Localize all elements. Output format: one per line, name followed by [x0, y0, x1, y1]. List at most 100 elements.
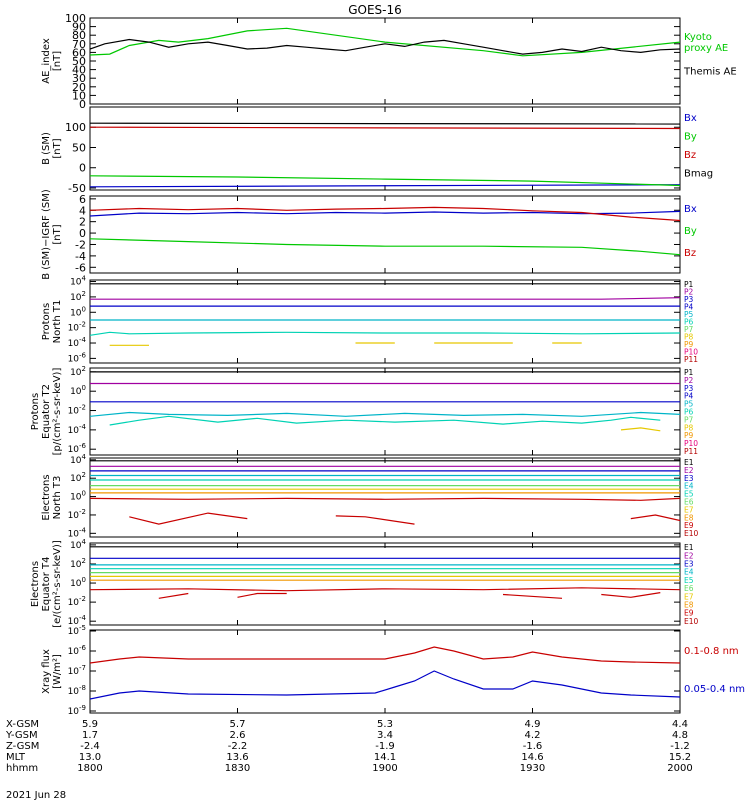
y-axis-label: Electrons [41, 474, 52, 520]
y-tick-exponent: 2 [82, 290, 86, 298]
ephemeris-value: 4.2 [525, 730, 541, 741]
ephemeris-value: -2.4 [80, 741, 100, 752]
y-tick-exponent: -5 [79, 624, 86, 632]
y-tick-base: 10 [68, 647, 80, 657]
y-tick-exponent: -9 [79, 704, 86, 712]
legend-e3: E3 [684, 560, 694, 569]
ephemeris-value: 14.6 [521, 752, 543, 763]
y-tick-exponent: 2 [82, 471, 86, 479]
series-group [90, 122, 680, 188]
y-tick-exponent: -4 [79, 614, 87, 622]
legend-p5: P5 [684, 310, 694, 319]
legend-e7: E7 [684, 505, 694, 514]
y-tick-label: 20 [72, 81, 86, 94]
y-axis-label: AE_index [41, 38, 52, 84]
series-line-0-1-0-8-nm [90, 646, 680, 664]
y-axis-label: Xray flux [41, 649, 52, 694]
legend-bz: Bz [684, 248, 696, 259]
y-tick-exponent: 4 [82, 275, 87, 283]
y-tick-label: 0 [79, 162, 86, 175]
y-axis-label: [nT] [52, 224, 63, 244]
ephemeris-value: 1.7 [82, 730, 98, 741]
legend-p7: P7 [684, 415, 694, 424]
y-tick-label: 10-6 [68, 644, 87, 657]
y-tick-exponent: -6 [79, 644, 87, 652]
ephemeris-value: 1900 [372, 763, 397, 774]
x-axis-ephemeris: X-GSM 5.9 5.7 5.3 4.9 4.4 Y-GSM 1.7 2.6 3.4 4.2 4.8… [5, 719, 693, 774]
y-tick-label: 40 [72, 64, 86, 77]
series-group [90, 371, 680, 432]
series-line-e10c [630, 514, 680, 522]
y-tick-label: 100 [70, 490, 86, 503]
y-tick-label: 80 [72, 29, 86, 42]
y-tick-label: 6 [79, 193, 86, 206]
y-tick-base: 10 [68, 529, 80, 539]
series-group [90, 206, 680, 256]
legend-p10: P10 [684, 439, 698, 448]
y-tick-label: 10-6 [68, 442, 87, 455]
legend-bx: Bx [684, 113, 697, 124]
y-tick-label: 10-6 [68, 351, 87, 364]
y-tick-label: 10-7 [68, 664, 86, 677]
y-tick-label: 102 [70, 557, 86, 570]
legend-0-05-0-4-nm: 0.05-0.4 nm [684, 684, 745, 695]
series-line-bz [90, 206, 680, 222]
y-axis-label: [W/m²] [52, 654, 63, 689]
y-tick-base: 10 [68, 707, 80, 717]
legend-p3: P3 [684, 295, 694, 304]
y-tick-base: 10 [70, 308, 82, 318]
y-tick-label: 50 [72, 55, 86, 68]
y-tick-base: 10 [70, 456, 82, 466]
series-group [90, 27, 680, 57]
y-tick-base: 10 [70, 387, 82, 397]
ephemeris-value: 1930 [520, 763, 545, 774]
series-group [90, 283, 680, 346]
y-tick-exponent: -6 [79, 351, 87, 359]
series-line-themis-ae [90, 38, 680, 55]
legend-p8: P8 [684, 333, 694, 342]
y-tick-label: 0 [79, 98, 86, 111]
y-tick-label: 100 [65, 121, 86, 134]
series-line-0-05-0-4-nm [90, 670, 680, 700]
y-tick-base: 10 [68, 627, 80, 637]
series-line-e10a [158, 592, 189, 599]
y-tick-label: 60 [72, 46, 86, 59]
legend-e7: E7 [684, 592, 694, 601]
ephemeris-row-label: MLT [6, 752, 26, 763]
legend-p4: P4 [684, 392, 694, 401]
y-axis-label: [nT] [52, 51, 63, 71]
y-tick-base: 10 [70, 560, 82, 570]
legend-0-1-0-8-nm: 0.1-0.8 nm [684, 646, 739, 657]
y-tick-label: -50 [68, 182, 86, 195]
ephemeris-value: 13.6 [226, 752, 248, 763]
ephemeris-value: 5.9 [82, 719, 98, 730]
series-line-e10b [237, 592, 287, 598]
legend-e9: E9 [684, 521, 694, 530]
y-tick-exponent: 0 [82, 384, 86, 392]
y-tick-exponent: 4 [82, 538, 87, 546]
y-tick-base: 10 [68, 687, 80, 697]
legend-p2: P2 [684, 287, 694, 296]
series-line-e8 [90, 587, 680, 592]
y-axis-label: Protons [30, 393, 41, 430]
y-tick-label: 10-4 [68, 423, 87, 436]
y-tick-label: 10-2 [68, 404, 86, 417]
legend-e2: E2 [684, 551, 694, 560]
legend-p1: P1 [684, 280, 694, 289]
panel-frame [89, 457, 681, 538]
legend-e8: E8 [684, 601, 694, 610]
panel-b_sm: -50 0 50 100 B (SM) [nT] Bx By Bz Bmag [41, 106, 713, 195]
y-tick-exponent: -7 [79, 664, 86, 672]
y-tick-exponent: -4 [79, 336, 87, 344]
y-axis-label: [p/(cm²-s-sr-keV)] [52, 368, 63, 456]
y-axis-label: B (SM) [41, 132, 52, 165]
ephemeris-value: 2.6 [230, 730, 246, 741]
legend-e5: E5 [684, 576, 694, 585]
panel-frame [89, 279, 681, 364]
y-tick-base: 10 [68, 598, 80, 608]
y-tick-label: 4 [79, 204, 86, 217]
date-label: 2021 Jun 28 [6, 790, 66, 800]
y-tick-exponent: -2 [79, 508, 86, 516]
series-line-p4 [90, 411, 680, 417]
